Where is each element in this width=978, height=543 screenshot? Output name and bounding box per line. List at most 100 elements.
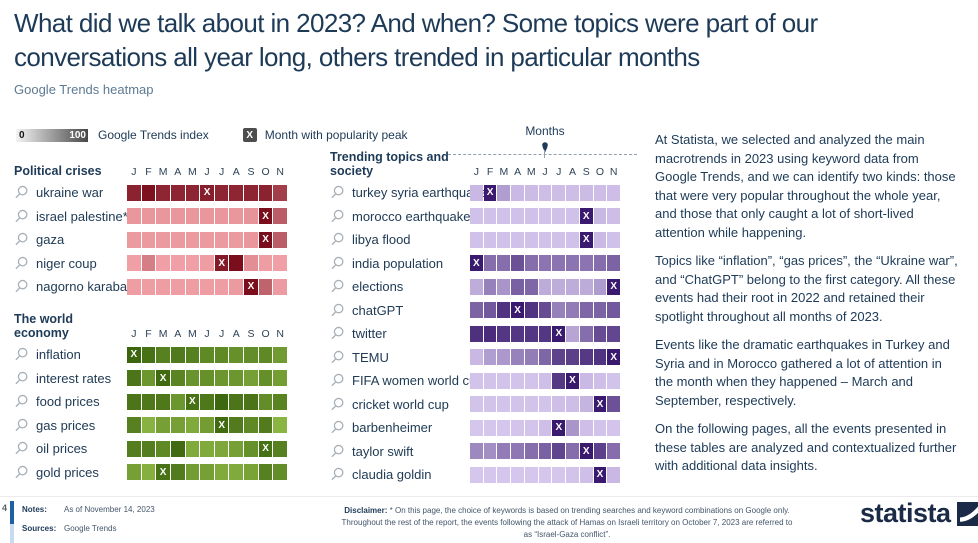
heatmap-cell xyxy=(511,349,524,366)
heatmap-cell xyxy=(273,255,288,272)
heatmap-cell xyxy=(141,278,156,295)
heatmap-cell xyxy=(127,184,141,201)
heatmap-cell xyxy=(141,184,156,201)
heatmap-cell xyxy=(579,255,593,272)
heatmap-cell xyxy=(170,278,185,295)
heatmap-cell xyxy=(273,464,288,481)
heatmap-cell xyxy=(244,208,258,225)
magnifier-icon xyxy=(15,418,28,431)
table-row: morocco earthquake x xyxy=(330,205,621,229)
heatmap-cell xyxy=(497,443,511,460)
peak-x-marker: x xyxy=(473,257,480,269)
peak-x-marker: x xyxy=(596,469,604,481)
heatmap-cell xyxy=(511,231,524,248)
sources-value: Google Trends xyxy=(64,524,117,533)
month-label: F xyxy=(145,166,152,178)
heatmap-cell xyxy=(185,208,200,225)
heatmap-cell xyxy=(229,393,244,410)
heatmap-cell xyxy=(497,419,511,436)
page-number: 4 xyxy=(2,503,8,513)
heatmap-cell xyxy=(524,184,538,201)
heatmap-cell xyxy=(258,464,273,481)
heatmap-cell xyxy=(170,370,185,387)
footer-accent-bar-light xyxy=(10,524,14,543)
heatmap-cell xyxy=(185,417,200,434)
heatmap-cell xyxy=(127,370,141,387)
heatmap-cell xyxy=(524,278,538,295)
keyword-label: interest rates xyxy=(36,370,112,386)
magnifier-icon xyxy=(15,348,28,361)
heatmap-cell xyxy=(566,325,579,342)
month-label: J xyxy=(131,328,137,340)
heatmap-cell xyxy=(593,255,607,272)
heatmap-cell xyxy=(170,184,185,201)
heatmap-cell xyxy=(538,372,552,389)
heatmap-cell xyxy=(483,349,497,366)
keyword-label: gas prices xyxy=(36,417,96,433)
heatmap-cell xyxy=(538,231,552,248)
months-center-tick xyxy=(544,150,545,158)
heatmap-cell xyxy=(170,464,185,481)
heatmap-cell xyxy=(538,278,552,295)
heatmap-cell xyxy=(607,419,621,436)
heatmap-peak-cell: x xyxy=(470,255,483,272)
keyword-label: FIFA women world cup xyxy=(352,373,484,389)
table-row: chatGPT x xyxy=(330,299,621,323)
heatmap-cell xyxy=(524,349,538,366)
footer-accent-bar xyxy=(10,501,14,524)
magnifier-icon xyxy=(331,397,344,410)
peak-x-marker: x xyxy=(203,187,211,199)
heatmap-cell xyxy=(470,349,483,366)
peak-x-marker: x xyxy=(247,281,255,293)
table-row: gas prices x xyxy=(14,414,288,438)
heatmap-cell xyxy=(511,466,524,483)
keyword-label: nagorno karabakh xyxy=(36,279,141,295)
month-label: J xyxy=(556,166,562,178)
magnifier-icon-wrap xyxy=(330,420,352,435)
heatmap-row-cells: x xyxy=(470,278,621,295)
heatmap-cell xyxy=(244,393,258,410)
magnifier-icon xyxy=(15,465,28,478)
heatmap-cell xyxy=(552,208,566,225)
heatmap-cell xyxy=(552,396,566,413)
month-label: J xyxy=(473,166,479,178)
magnifier-icon xyxy=(15,233,28,246)
heatmap-cell xyxy=(566,302,579,319)
keyword-label: gold prices xyxy=(36,464,99,480)
heatmap-cell xyxy=(566,349,579,366)
magnifier-icon-wrap xyxy=(14,441,36,456)
heatmap-peak-cell: x xyxy=(156,464,170,481)
heatmap-cell xyxy=(511,443,524,460)
magnifier-icon xyxy=(331,421,344,434)
heatmap-cell xyxy=(214,278,229,295)
heatmap-cell xyxy=(566,231,579,248)
heatmap-cell xyxy=(511,278,524,295)
heatmap-peak-cell: x xyxy=(258,231,273,248)
heatmap-cell xyxy=(593,278,607,295)
month-label: J xyxy=(131,166,137,178)
page-title: What did we talk about in 2023? And when… xyxy=(14,8,818,72)
heatmap-cell xyxy=(214,464,229,481)
narrative-paragraph-2: Topics like “inflation”, “gas prices”, t… xyxy=(655,253,958,324)
statista-logo: statista xyxy=(860,498,978,529)
month-label: A xyxy=(232,328,240,340)
magnifier-icon xyxy=(331,209,344,222)
heatmap-cell xyxy=(552,372,566,389)
table-row: food prices x xyxy=(14,390,288,414)
heatmap-cell xyxy=(511,255,524,272)
keyword-label: chatGPT xyxy=(352,302,404,318)
table-row: elections x xyxy=(330,275,621,299)
heatmap-peak-cell: x xyxy=(214,255,229,272)
heatmap-cell xyxy=(593,419,607,436)
magnifier-icon-wrap xyxy=(330,256,352,271)
peak-x-marker: x xyxy=(582,445,590,457)
heatmap-cell xyxy=(185,231,200,248)
heatmap-cell xyxy=(244,255,258,272)
peak-x-marker: x xyxy=(218,419,225,431)
heatmap-cell xyxy=(214,346,229,363)
heatmap-cell xyxy=(566,208,579,225)
heatmap-cell xyxy=(229,184,244,201)
heatmap-cell xyxy=(127,255,141,272)
magnifier-icon xyxy=(331,186,344,199)
